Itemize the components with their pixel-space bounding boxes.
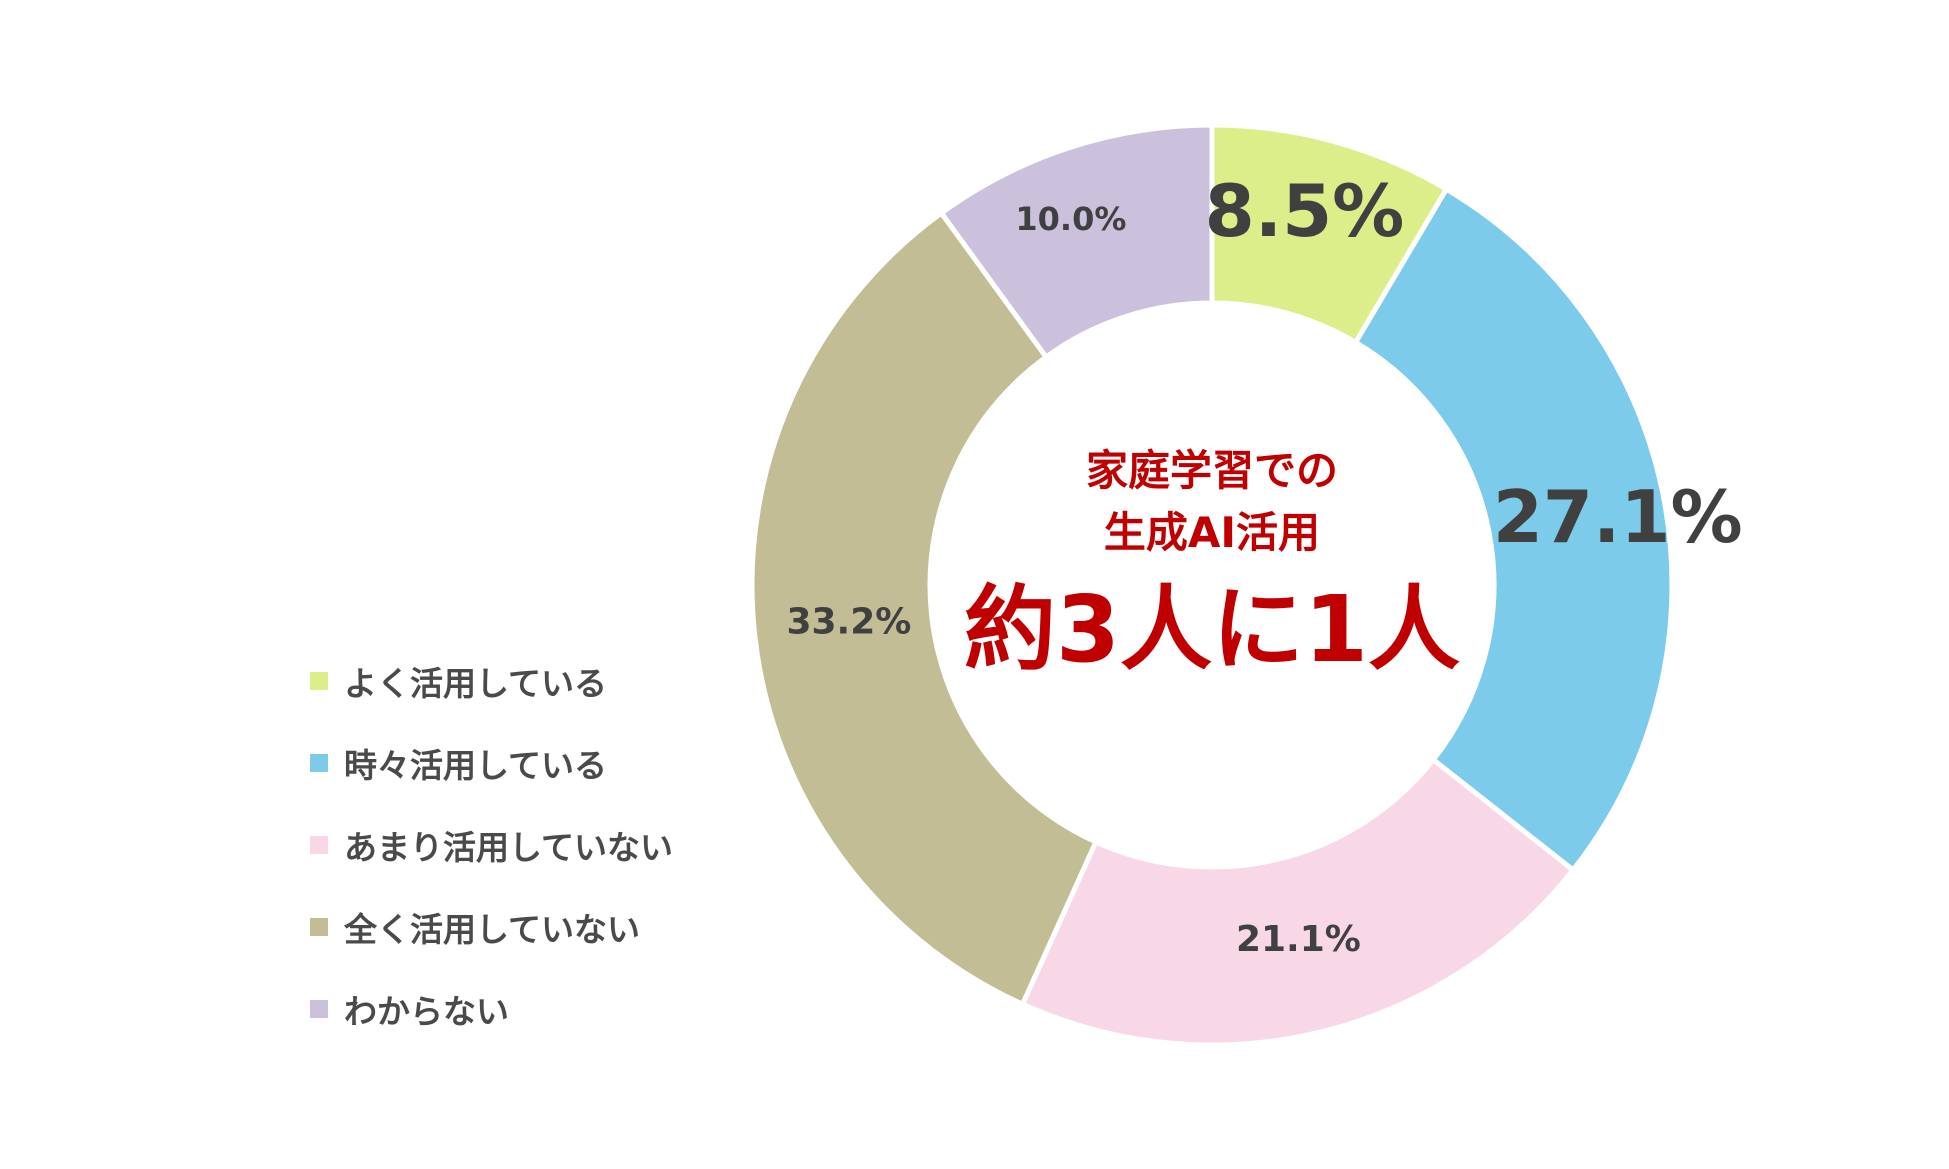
legend-swatch — [310, 672, 328, 690]
legend-item-rarely: あまり活用していない — [310, 804, 673, 886]
slice-unknown-value-label: 10.0% — [1015, 200, 1126, 238]
donut-slices — [749, 122, 1675, 1048]
slice-never-value-label: 33.2% — [786, 602, 911, 643]
legend-label: あまり活用していない — [344, 828, 674, 867]
legend-label: 時々活用している — [344, 746, 608, 785]
chart-center-text: 家庭学習での 生成AI活用 約3人に1人 — [912, 440, 1512, 690]
center-highlight: 約3人に1人 — [963, 576, 1461, 683]
slice-rarely — [1019, 756, 1577, 1048]
legend-swatch — [310, 754, 328, 772]
center-caption-line-2: 生成AI活用 — [1103, 508, 1321, 557]
legend-swatch — [310, 1000, 328, 1018]
legend-label: 全く活用していない — [344, 910, 641, 949]
legend-item-sometimes: 時々活用している — [310, 722, 673, 804]
center-caption-line-1: 家庭学習での — [1085, 446, 1338, 495]
legend-swatch — [310, 918, 328, 936]
slice-rarely-value-label: 21.1% — [1236, 919, 1361, 960]
slice-sometimes-value-label: 27.1% — [1493, 475, 1743, 559]
legend-label: よく活用している — [344, 664, 608, 703]
legend-label: わからない — [344, 992, 509, 1031]
slice-sometimes — [1352, 185, 1675, 874]
legend-item-never: 全く活用していない — [310, 886, 673, 968]
slice-often-value-label: 8.5% — [1205, 169, 1405, 253]
slice-unknown — [937, 122, 1215, 361]
slice-never — [749, 209, 1100, 1008]
legend-swatch — [310, 836, 328, 854]
slice-value-labels: 8.5% 27.1% 21.1% 33.2% 10.0% — [786, 169, 1742, 960]
legend-item-often: よく活用している — [310, 640, 673, 722]
chart-legend: よく活用している 時々活用している あまり活用していない 全く活用していない わ… — [310, 640, 673, 1050]
legend-item-unknown: わからない — [310, 968, 673, 1050]
